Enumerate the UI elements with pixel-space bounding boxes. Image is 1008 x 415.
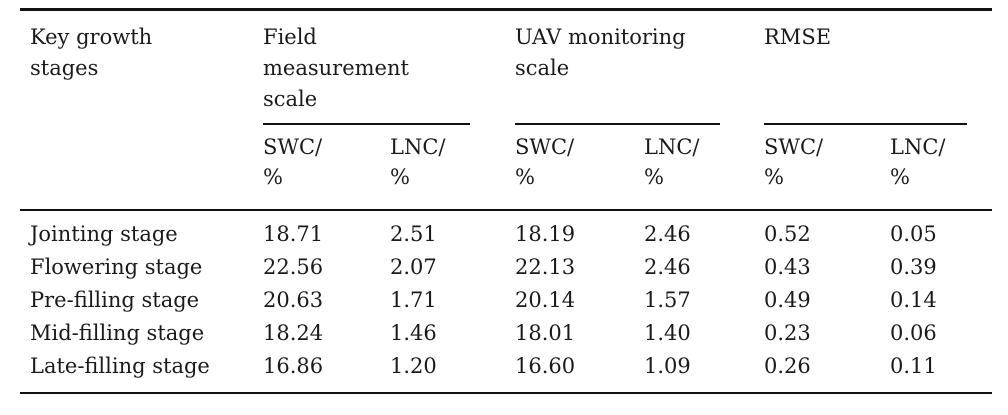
- cell-value: 20.14: [515, 288, 576, 312]
- row-stage-label: Jointing stage: [30, 222, 178, 246]
- cell-value: 1.46: [390, 321, 437, 345]
- cell-value: 0.43: [764, 255, 811, 279]
- cell-value: 1.09: [644, 354, 691, 378]
- subcolumn-header-rmse-swc: SWC/ %: [764, 135, 824, 189]
- cell-value: 16.86: [263, 354, 324, 378]
- cell-value: 0.23: [764, 321, 811, 345]
- cell-value: 20.63: [263, 288, 324, 312]
- cell-value: 0.26: [764, 354, 811, 378]
- cell-value: 22.56: [263, 255, 324, 279]
- cell-value: 1.40: [644, 321, 691, 345]
- row-stage-label: Mid-filling stage: [30, 321, 205, 345]
- cell-value: 0.05: [890, 222, 937, 246]
- subcolumn-header-uav-swc: SWC/ %: [515, 135, 575, 189]
- subcolumn-header-rmse-lnc: LNC/ %: [890, 135, 946, 189]
- subcolumn-header-field-lnc: LNC/ %: [390, 135, 446, 189]
- cell-value: 18.19: [515, 222, 576, 246]
- group-underline: [764, 123, 967, 125]
- cell-value: 0.39: [890, 255, 937, 279]
- cell-value: 1.20: [390, 354, 437, 378]
- cell-value: 2.07: [390, 255, 437, 279]
- group-underline: [515, 123, 720, 125]
- group-header-label: UAV monitoring scale: [515, 25, 686, 80]
- table-row: Late-filling stage 16.86 1.20 16.60 1.09…: [20, 350, 992, 383]
- row-stage-label: Late-filling stage: [30, 354, 210, 378]
- cell-value: 0.52: [764, 222, 811, 246]
- row-stage-label: Flowering stage: [30, 255, 203, 279]
- cell-value: 0.06: [890, 321, 937, 345]
- table-row: Mid-filling stage 18.24 1.46 18.01 1.40 …: [20, 317, 992, 350]
- cell-value: 1.71: [390, 288, 437, 312]
- group-underline: [263, 123, 470, 125]
- cell-value: 0.14: [890, 288, 937, 312]
- table-header: Key growth stages Field measurement scal…: [20, 11, 992, 211]
- cell-value: 18.71: [263, 222, 324, 246]
- subcolumn-header-field-swc: SWC/ %: [263, 135, 323, 189]
- stage-column-header: Key growth stages: [30, 25, 153, 80]
- group-header-label: Field measurement scale: [263, 25, 409, 111]
- table-row: Jointing stage 18.71 2.51 18.19 2.46 0.5…: [20, 218, 992, 251]
- cell-value: 16.60: [515, 354, 576, 378]
- cell-value: 2.51: [390, 222, 437, 246]
- cell-value: 0.11: [890, 354, 937, 378]
- group-header-uav-monitoring: UAV monitoring scale: [515, 11, 764, 125]
- row-stage-label: Pre-filling stage: [30, 288, 200, 312]
- cell-value: 18.24: [263, 321, 324, 345]
- cell-value: 0.49: [764, 288, 811, 312]
- cell-value: 1.57: [644, 288, 691, 312]
- group-header-rmse: RMSE: [764, 11, 992, 125]
- cell-value: 18.01: [515, 321, 576, 345]
- subcolumn-header-uav-lnc: LNC/ %: [644, 135, 700, 189]
- cell-value: 2.46: [644, 222, 691, 246]
- group-header-field-measurement: Field measurement scale: [263, 11, 515, 125]
- cell-value: 2.46: [644, 255, 691, 279]
- table-row: Flowering stage 22.56 2.07 22.13 2.46 0.…: [20, 251, 992, 284]
- table-body: Jointing stage 18.71 2.51 18.19 2.46 0.5…: [20, 211, 992, 392]
- group-header-label: RMSE: [764, 25, 832, 49]
- cell-value: 22.13: [515, 255, 576, 279]
- data-table: Key growth stages Field measurement scal…: [20, 8, 992, 394]
- table-row: Pre-filling stage 20.63 1.71 20.14 1.57 …: [20, 284, 992, 317]
